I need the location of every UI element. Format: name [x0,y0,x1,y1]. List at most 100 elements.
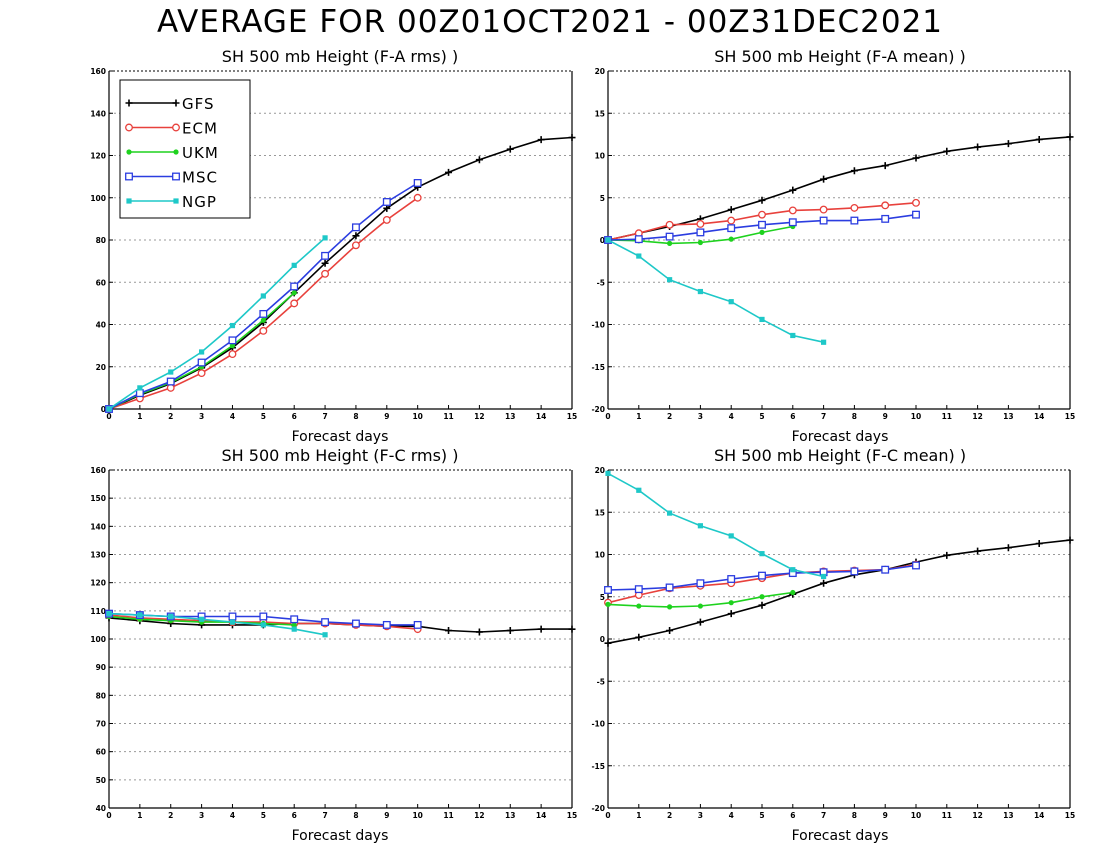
data-point-gfs [635,633,643,641]
x-tick-label: 5 [759,412,764,421]
data-point-gfs [943,551,951,559]
y-tick-label: 160 [90,67,106,76]
series-line-ngp [607,239,824,343]
y-tick-label: -5 [597,677,605,686]
legend-entry-gfs: GFS [125,95,214,113]
data-point-ngp [759,551,765,557]
data-point-ukm [790,589,796,596]
data-point-ecm [197,369,206,378]
data-point-gfs [383,204,391,212]
data-point-gfs [696,618,704,626]
data-point-ngp [605,470,611,476]
data-point-gfs [352,232,360,240]
data-point-gfs [506,627,514,635]
y-tick-label: 40 [96,804,106,813]
series-line-ngp [607,472,824,578]
x-tick-label: 3 [199,811,204,820]
data-point-msc [912,561,920,570]
y-tick-label: -15 [591,762,605,771]
data-point-gfs [537,136,545,144]
series-ecm [604,198,920,244]
x-tick-label: 0 [106,811,111,820]
data-point-ukm [667,604,673,610]
data-point-gfs [321,259,329,267]
x-tick-label: 6 [790,811,795,820]
data-point-msc [290,282,299,291]
y-tick-label: 120 [90,152,106,161]
chart-panel-3: SH 500 mb Height (F-C rms) )0 1 2 3 4 5 6 7 8 9 10… [90,446,577,844]
data-point-ngp [790,332,796,339]
legend-marker [172,99,180,107]
y-tick-label: 120 [90,579,106,588]
data-point-msc [912,210,920,219]
data-point-ngp [106,406,112,412]
y-tick-label: 10 [595,551,605,560]
legend-marker [125,172,133,181]
data-point-ngp [168,613,174,620]
data-point-ecm [413,193,422,202]
data-point-msc [259,309,268,318]
series-msc [604,561,920,594]
x-tick-label: 0 [106,412,111,421]
y-tick-label: -10 [591,321,605,330]
x-tick-label: 5 [261,811,266,820]
data-point-ngp [229,619,236,625]
legend-marker [126,149,132,155]
x-axis-label: Forecast days [792,828,889,844]
series-ngp [106,235,328,412]
y-tick-label: 60 [96,278,106,287]
y-tick-label: 0 [101,405,106,414]
series-ngp [605,237,827,345]
data-point-gfs [943,147,951,155]
data-point-msc [382,620,391,629]
data-point-msc [413,620,422,629]
x-tick-label: 4 [729,811,734,820]
x-axis-label: Forecast days [792,429,889,445]
x-tick-label: 10 [412,412,422,421]
x-tick-label: 1 [636,412,641,421]
legend-label: NGP [182,193,217,211]
x-tick-label: 3 [698,811,703,820]
data-point-msc [135,389,144,398]
data-point-msc [696,228,705,237]
data-point-msc [604,586,612,594]
legend-marker [125,123,133,132]
data-point-gfs [820,579,828,587]
data-point-msc [166,377,175,386]
x-tick-label: 4 [230,412,235,421]
data-point-ngp [759,316,765,323]
x-tick-label: 11 [942,412,952,421]
data-point-gfs [604,639,612,647]
data-point-msc [197,358,206,367]
x-tick-label: 2 [667,811,672,820]
data-point-msc [665,583,674,592]
y-tick-label: 70 [96,720,106,729]
data-point-ukm [759,594,765,600]
data-point-ukm [260,317,266,323]
data-point-gfs [568,625,576,633]
x-tick-label: 0 [605,412,610,421]
data-point-gfs [445,168,453,176]
data-point-msc [727,224,736,233]
x-tick-label: 7 [322,811,327,820]
x-tick-label: 11 [942,811,952,820]
data-point-gfs [445,627,453,635]
y-tick-label: 80 [96,691,106,700]
data-point-msc [758,220,766,229]
main-title: AVERAGE FOR 00Z01OCT2021 - 00Z31DEC2021 [156,4,944,40]
data-point-gfs [666,627,674,635]
y-tick-label: 0 [600,236,605,245]
x-tick-label: 2 [168,412,173,421]
x-tick-label: 14 [536,412,546,421]
series-msc [604,210,920,244]
x-tick-label: 14 [536,811,546,820]
x-tick-label: 10 [911,811,921,820]
data-point-ecm [850,203,859,212]
data-point-ngp [697,288,703,295]
data-point-gfs [881,162,889,170]
data-point-ngp [106,611,112,617]
x-tick-label: 5 [759,811,764,820]
y-tick-label: -20 [591,804,605,813]
x-tick-label: 0 [605,811,610,820]
data-point-gfs [789,186,797,194]
